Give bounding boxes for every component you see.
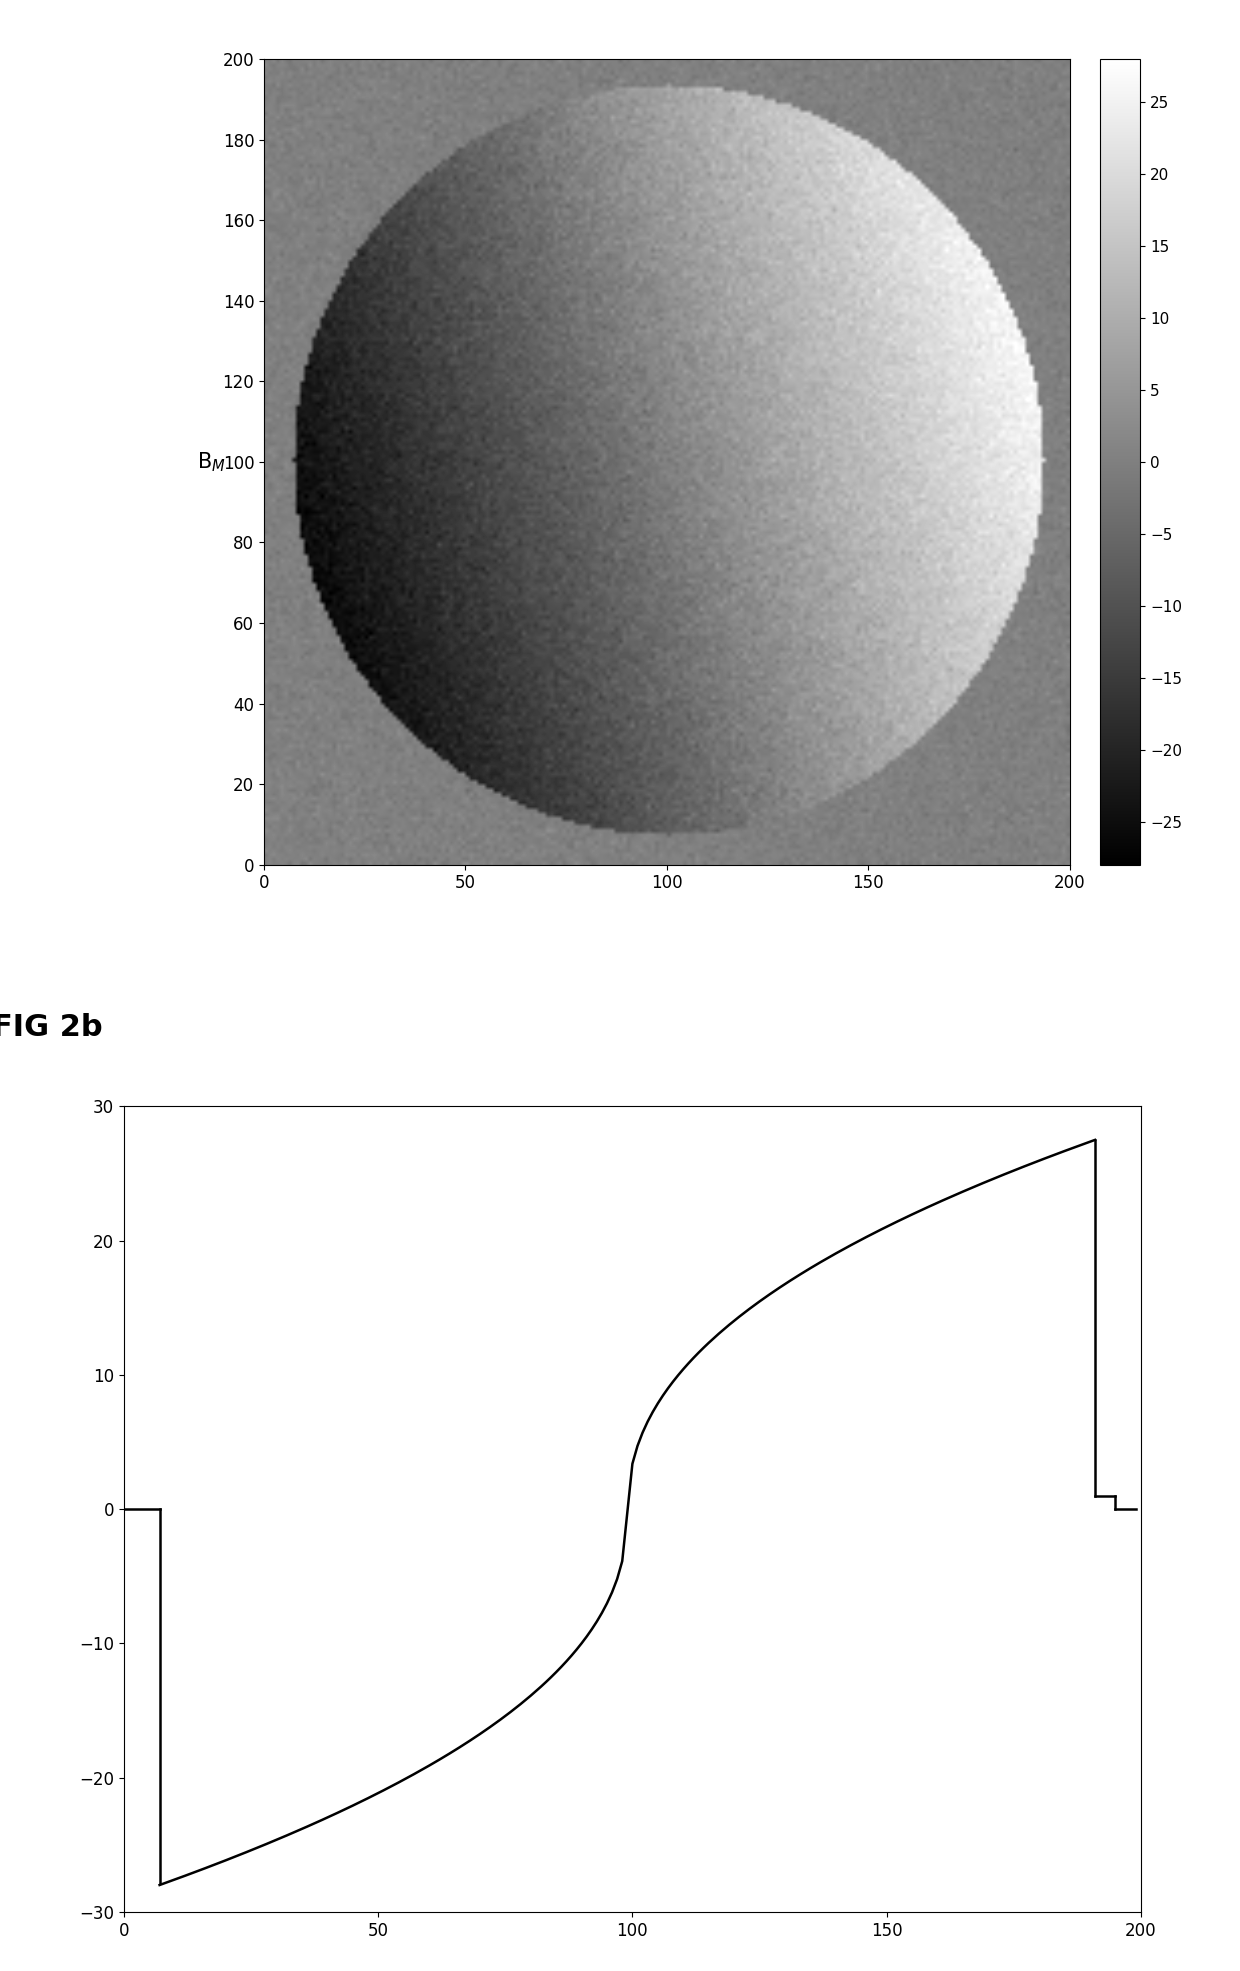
Y-axis label: B$_M$: B$_M$	[197, 449, 226, 473]
Text: FIG 2b: FIG 2b	[0, 1013, 103, 1043]
